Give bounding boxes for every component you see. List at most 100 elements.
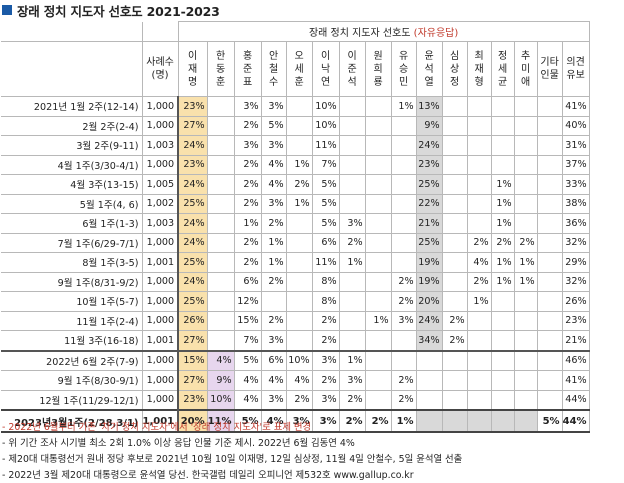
value-cell: 1%	[513, 271, 538, 292]
sample-size: 1,000	[141, 349, 179, 371]
value-cell	[490, 330, 515, 351]
sample-size: 1,000	[141, 370, 179, 391]
value-cell: 3%	[285, 409, 313, 433]
value-cell	[206, 330, 235, 351]
value-cell: 5%	[311, 193, 340, 214]
value-cell: 23%	[415, 154, 443, 175]
value-cell: 5%	[233, 409, 262, 433]
value-cell: 1%	[338, 349, 366, 371]
value-cell	[206, 193, 235, 214]
value-cell: 41%	[561, 96, 590, 117]
value-cell	[441, 154, 468, 175]
value-cell	[441, 409, 468, 433]
value-cell: 25%	[415, 232, 443, 253]
period-label: 2021년 1월 2주(12-14)	[1, 96, 143, 117]
candidate-header: 이낙연	[311, 41, 340, 97]
value-cell: 2%	[441, 330, 468, 351]
value-cell	[285, 330, 313, 351]
value-cell	[364, 349, 392, 371]
value-cell	[490, 115, 515, 136]
value-cell: 2%	[364, 409, 392, 433]
value-cell	[466, 115, 492, 136]
value-cell: 2%	[233, 252, 262, 273]
value-cell: 22%	[415, 193, 443, 214]
value-cell	[206, 291, 235, 312]
value-cell: 24%	[415, 310, 443, 331]
value-cell	[466, 174, 492, 195]
table-row: 5월 1주(4, 6) 1,002 25% 2% 3% 1% 5% 22% 1% 38%	[1, 193, 590, 214]
value-cell: 1%	[285, 154, 313, 175]
sample-size: 1,000	[141, 154, 179, 175]
value-cell	[390, 349, 417, 371]
candidate-header: 유승민	[390, 41, 417, 97]
period-label: 5월 1주(4, 6)	[1, 193, 143, 214]
table-row: 2021년 1월 2주(12-14) 1,000 23% 3% 3% 10% 1% 13% 41…	[1, 96, 590, 117]
candidate-header: 기타 인물	[536, 41, 563, 97]
page-title: 장래 정치 지도자 선호도 2021-2023	[2, 1, 220, 19]
value-cell	[441, 232, 468, 253]
sample-size: 1,002	[141, 193, 179, 214]
value-cell	[364, 271, 392, 292]
table-row: 11월 1주(2-4) 1,000 26% 15% 2% 2% 1% 3% 24% 2% 23%	[1, 310, 590, 331]
value-cell	[390, 193, 417, 214]
value-cell	[390, 174, 417, 195]
period-label: 7월 1주(6/29-7/1)	[1, 232, 143, 253]
value-cell: 2%	[260, 213, 287, 234]
value-cell: 4%	[466, 252, 492, 273]
value-cell: 20%	[177, 409, 208, 433]
value-cell	[206, 232, 235, 253]
value-cell	[364, 370, 392, 391]
value-cell	[490, 409, 515, 433]
value-cell	[206, 310, 235, 331]
value-cell: 3%	[260, 135, 287, 156]
value-cell: 1%	[490, 213, 515, 234]
value-cell: 3%	[260, 193, 287, 214]
sample-size: 1,000	[141, 232, 179, 253]
value-cell	[466, 193, 492, 214]
value-cell	[513, 310, 538, 331]
value-cell: 11%	[311, 135, 340, 156]
candidate-header: 추미애	[513, 41, 538, 97]
table-row: 2022년 6월 2주(7-9) 1,000 15% 4% 5% 6% 10% 3% 1% 46%	[1, 349, 590, 371]
value-cell	[390, 115, 417, 136]
value-cell	[285, 135, 313, 156]
table-row: 3월 2주(9-11) 1,003 24% 3% 3% 11% 24% 31%	[1, 135, 590, 156]
value-cell	[513, 330, 538, 351]
value-cell: 1%	[513, 252, 538, 273]
value-cell	[206, 213, 235, 234]
value-cell	[466, 370, 492, 391]
value-cell	[536, 291, 563, 312]
value-cell	[490, 370, 515, 391]
value-cell: 24%	[177, 271, 208, 292]
value-cell	[513, 409, 538, 433]
candidate-header: 윤석열	[415, 41, 443, 97]
value-cell: 1%	[390, 96, 417, 117]
value-cell: 3%	[233, 96, 262, 117]
value-cell	[338, 135, 366, 156]
value-cell: 4%	[260, 174, 287, 195]
value-cell: 1%	[260, 232, 287, 253]
value-cell	[441, 271, 468, 292]
value-cell: 2%	[233, 154, 262, 175]
value-cell: 2%	[466, 232, 492, 253]
value-cell	[536, 232, 563, 253]
value-cell	[390, 252, 417, 273]
value-cell: 12%	[233, 291, 262, 312]
value-cell: 36%	[561, 213, 590, 234]
value-cell	[536, 271, 563, 292]
value-cell: 9%	[206, 370, 235, 391]
value-cell: 31%	[561, 135, 590, 156]
table-row: 9월 1주(8/31-9/2) 1,000 24% 6% 2% 8% 2% 19% 2% 1% 1%…	[1, 271, 590, 292]
table-row: 9월 1주(8/30-9/1) 1,000 27% 9% 4% 4% 4% 2% 3% 2% 41%	[1, 370, 590, 391]
value-cell: 21%	[561, 330, 590, 351]
value-cell: 13%	[415, 96, 443, 117]
value-cell	[285, 252, 313, 273]
sample-size: 1,003	[141, 135, 179, 156]
value-cell	[338, 271, 366, 292]
value-cell	[513, 389, 538, 411]
value-cell: 4%	[260, 409, 287, 433]
value-cell	[490, 291, 515, 312]
value-cell: 6%	[233, 271, 262, 292]
footnote: - 2022년 3월 제20대 대통령으로 윤석열 당선. 한국갤럽 데일리 오…	[2, 470, 414, 481]
value-cell: 2%	[338, 409, 366, 433]
